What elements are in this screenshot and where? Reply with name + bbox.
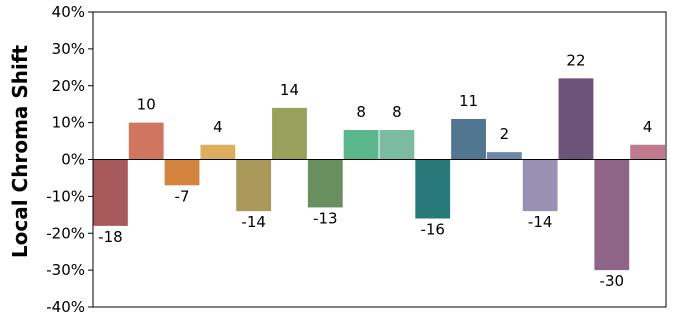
bar-value-label: 2	[500, 125, 510, 143]
bar-value-label: -18	[98, 228, 123, 246]
bars	[93, 78, 665, 271]
bar	[415, 159, 451, 219]
y-tick-label: 30%	[52, 40, 85, 58]
bar-value-label: 4	[213, 118, 223, 136]
bar-value-label: 8	[392, 103, 402, 121]
bar-value-label: -14	[528, 213, 553, 231]
bar-value-label: -30	[600, 272, 625, 290]
y-tick-label: -40%	[46, 298, 85, 316]
bar-value-label: 10	[137, 96, 156, 114]
bar-value-label: -7	[175, 187, 190, 205]
bar	[486, 152, 522, 160]
bar-value-label: 8	[356, 103, 366, 121]
bar-value-label: -13	[313, 209, 338, 227]
y-axis-title: Local Chroma Shift	[8, 44, 32, 258]
y-tick-label: -30%	[46, 261, 85, 279]
bar-value-label: 4	[643, 118, 653, 136]
bar	[558, 78, 594, 160]
bar	[236, 159, 272, 212]
bar	[522, 159, 558, 212]
y-tick-label: -20%	[46, 224, 85, 242]
bar	[272, 107, 307, 160]
bar-value-label: 22	[566, 51, 585, 69]
bar	[93, 159, 128, 226]
y-tick-label: 20%	[52, 77, 85, 95]
bar	[307, 159, 343, 208]
bar-value-label: -16	[420, 221, 445, 239]
data-labels: -18 10 -7 4 -14 14 -13 8 8 -16 11 2 -14 22 -30 4	[98, 51, 652, 290]
y-tick-label: -10%	[46, 187, 85, 205]
bar	[451, 118, 486, 160]
bar	[128, 122, 164, 160]
bar-value-label: 11	[459, 92, 478, 110]
bar	[630, 144, 665, 160]
bar-value-label: -14	[241, 213, 266, 231]
bar	[200, 144, 236, 160]
bar	[594, 159, 630, 271]
bar	[343, 130, 379, 160]
bar-value-label: 14	[280, 81, 299, 99]
y-axis: -40% -30% -20% -10% 0% 10% 20% 30% 40%	[46, 3, 93, 316]
bar	[379, 130, 415, 160]
bar	[164, 159, 200, 186]
y-tick-label: 0%	[61, 151, 85, 169]
y-tick-label: 10%	[52, 114, 85, 132]
y-tick-label: 40%	[52, 3, 85, 21]
